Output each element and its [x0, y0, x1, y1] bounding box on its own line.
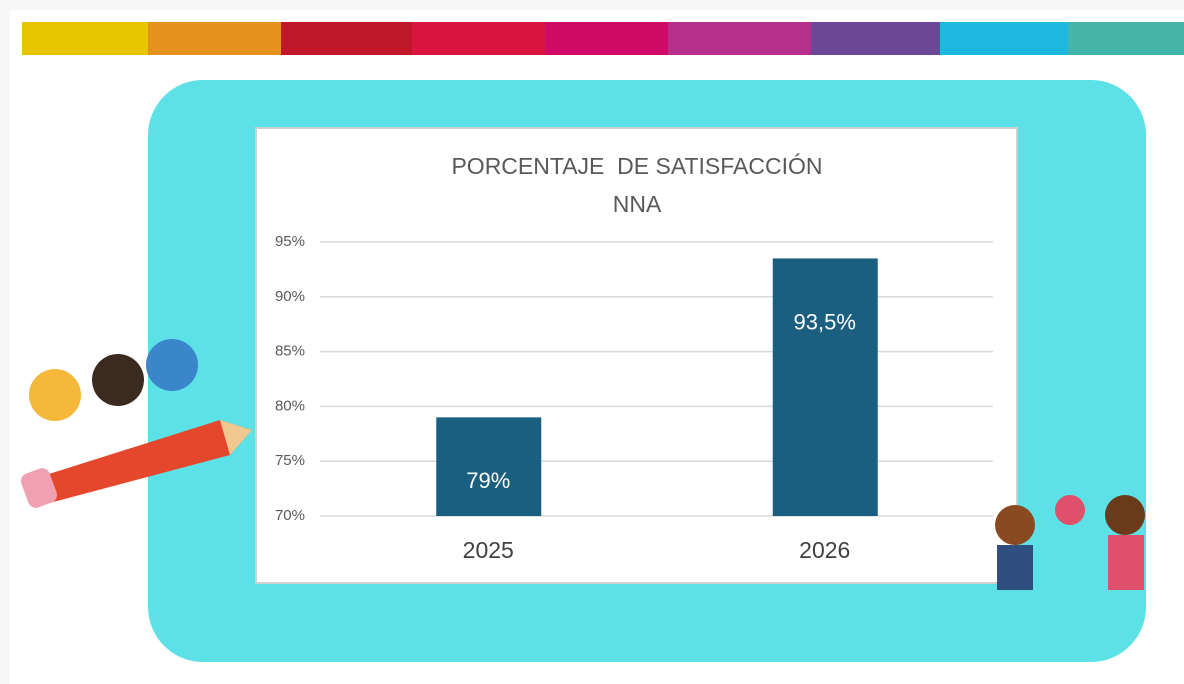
- stripe: [545, 22, 668, 55]
- y-tick-label: 90%: [275, 288, 305, 305]
- value-label: 79%: [466, 468, 510, 493]
- y-tick-label: 80%: [275, 397, 305, 414]
- bar: [436, 417, 541, 516]
- chart-title: PORCENTAJE DE SATISFACCIÓN NNA: [427, 147, 847, 223]
- chart: 70% 75% 80% 85% 90% 95% 2025 79% 2026 93,5%: [0, 0, 1184, 684]
- stripe: [22, 22, 148, 55]
- stripe: [281, 22, 412, 55]
- slide: 70% 75% 80% 85% 90% 95% 2025 79% 2026 93,5% PORCE…: [0, 0, 1184, 684]
- stripe: [811, 22, 940, 55]
- x-tick-label: 2026: [799, 537, 850, 563]
- stripe: [668, 22, 811, 55]
- kid-body: [1108, 535, 1144, 590]
- y-tick-label: 75%: [275, 452, 305, 469]
- y-tick-label: 85%: [275, 343, 305, 360]
- color-stripe: [22, 22, 1184, 55]
- kid-head: [995, 505, 1035, 545]
- y-tick-label: 70%: [275, 507, 305, 524]
- kid-head: [1105, 495, 1145, 535]
- kid-head: [92, 354, 144, 406]
- kid-body: [997, 545, 1033, 590]
- y-tick-label: 95%: [275, 233, 305, 250]
- stripe: [1068, 22, 1184, 55]
- stripe: [148, 22, 281, 55]
- x-tick-label: 2025: [463, 537, 514, 563]
- bar: [773, 258, 878, 516]
- kid-head: [146, 339, 198, 391]
- kid-head: [29, 369, 81, 421]
- value-label: 93,5%: [794, 309, 856, 334]
- ball: [1055, 495, 1085, 525]
- stripe: [412, 22, 545, 55]
- stripe: [940, 22, 1068, 55]
